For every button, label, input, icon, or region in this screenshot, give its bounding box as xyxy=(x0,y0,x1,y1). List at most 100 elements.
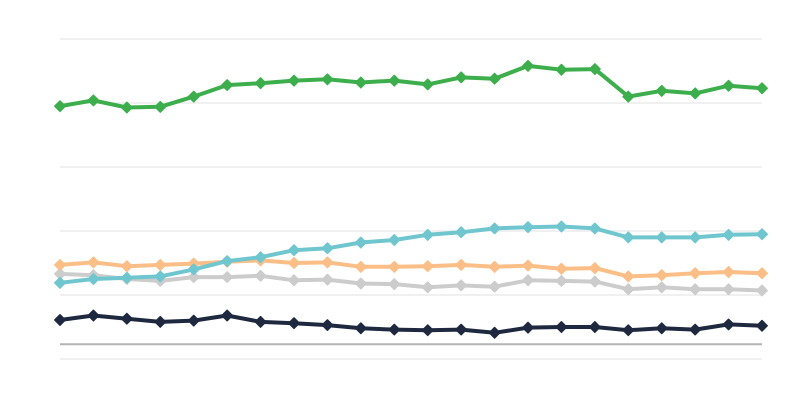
data-point-orange xyxy=(354,260,367,273)
data-point-orange xyxy=(622,270,635,283)
data-point-navy xyxy=(722,318,735,331)
data-point-light-gray xyxy=(321,273,334,286)
data-point-teal xyxy=(588,222,601,235)
data-point-green xyxy=(555,63,568,76)
data-point-teal xyxy=(354,236,367,249)
data-point-navy xyxy=(655,322,668,335)
data-point-light-gray xyxy=(54,267,66,280)
data-point-teal xyxy=(187,263,200,276)
data-point-teal xyxy=(221,255,234,268)
data-point-teal xyxy=(254,251,267,264)
data-point-orange xyxy=(120,260,133,273)
data-point-orange xyxy=(555,262,568,275)
data-point-teal xyxy=(321,242,334,255)
data-point-teal xyxy=(455,226,468,239)
series-line-light-gray xyxy=(58,271,764,293)
data-point-navy xyxy=(421,324,434,337)
data-point-light-gray xyxy=(655,281,668,294)
data-point-light-gray xyxy=(421,281,434,294)
data-point-green xyxy=(221,79,234,92)
data-point-teal xyxy=(655,231,668,244)
data-point-light-gray xyxy=(488,280,501,293)
data-point-navy xyxy=(187,314,200,327)
data-point-light-gray xyxy=(522,274,534,287)
data-point-light-gray xyxy=(455,279,468,292)
data-point-orange xyxy=(588,262,601,275)
data-point-navy xyxy=(87,309,100,322)
data-point-navy xyxy=(455,323,468,336)
data-point-green xyxy=(455,71,468,84)
data-point-teal xyxy=(120,271,133,284)
data-point-teal xyxy=(388,234,401,246)
data-point-navy xyxy=(488,326,501,339)
data-point-orange xyxy=(522,259,534,272)
data-point-navy xyxy=(254,315,267,328)
data-point-orange xyxy=(756,267,768,280)
data-point-orange xyxy=(488,260,501,273)
data-point-green xyxy=(488,72,501,85)
data-point-green xyxy=(288,74,300,87)
data-point-orange xyxy=(54,258,66,271)
data-point-teal xyxy=(87,273,100,285)
data-point-navy xyxy=(522,321,534,334)
data-point-green xyxy=(187,90,200,103)
data-point-navy xyxy=(756,319,768,332)
data-point-orange xyxy=(689,267,702,280)
data-point-orange xyxy=(421,260,434,273)
data-point-navy xyxy=(288,317,300,330)
data-point-light-gray xyxy=(689,283,702,296)
data-point-green xyxy=(689,87,702,100)
series-line-teal xyxy=(58,224,764,285)
series-line-navy xyxy=(58,313,764,335)
data-point-light-gray xyxy=(555,274,568,287)
data-point-orange xyxy=(288,257,300,269)
data-point-green xyxy=(354,76,367,89)
data-point-navy xyxy=(354,322,367,335)
data-point-teal xyxy=(522,221,534,234)
data-point-teal xyxy=(622,231,635,244)
data-point-green xyxy=(655,84,668,97)
data-point-teal xyxy=(756,228,768,241)
data-point-green xyxy=(87,94,100,107)
data-point-green xyxy=(254,77,267,90)
data-point-green xyxy=(54,100,66,113)
data-point-green xyxy=(722,79,735,92)
data-point-light-gray xyxy=(756,284,768,297)
data-point-teal xyxy=(555,220,568,233)
data-point-teal xyxy=(488,222,501,235)
data-point-navy xyxy=(120,312,133,325)
data-point-navy xyxy=(555,321,568,333)
data-point-green xyxy=(321,73,334,86)
data-point-green xyxy=(522,59,534,72)
data-point-teal xyxy=(421,228,434,241)
data-point-orange xyxy=(154,258,167,271)
data-point-green xyxy=(756,82,768,95)
data-point-green xyxy=(388,74,401,87)
data-point-green xyxy=(622,90,635,103)
data-point-light-gray xyxy=(288,274,300,287)
data-point-orange xyxy=(722,266,735,278)
data-point-orange xyxy=(87,256,100,269)
series-line-orange xyxy=(58,258,764,279)
data-point-orange xyxy=(321,256,334,269)
series-line-green xyxy=(58,63,764,110)
data-point-navy xyxy=(154,315,167,328)
data-point-navy xyxy=(388,323,401,336)
data-point-teal xyxy=(722,228,735,241)
data-point-teal xyxy=(288,244,300,257)
data-point-orange xyxy=(388,260,401,273)
data-point-light-gray xyxy=(722,283,735,296)
data-point-light-gray xyxy=(254,269,267,282)
data-point-green xyxy=(421,78,434,91)
data-point-light-gray xyxy=(354,277,367,290)
data-point-green xyxy=(588,63,601,76)
data-point-navy xyxy=(689,323,702,336)
data-point-light-gray xyxy=(588,275,601,288)
data-point-teal xyxy=(54,276,66,289)
data-point-light-gray xyxy=(221,271,234,284)
data-point-teal xyxy=(689,231,702,244)
data-point-navy xyxy=(321,319,334,332)
data-point-light-gray xyxy=(622,283,635,296)
